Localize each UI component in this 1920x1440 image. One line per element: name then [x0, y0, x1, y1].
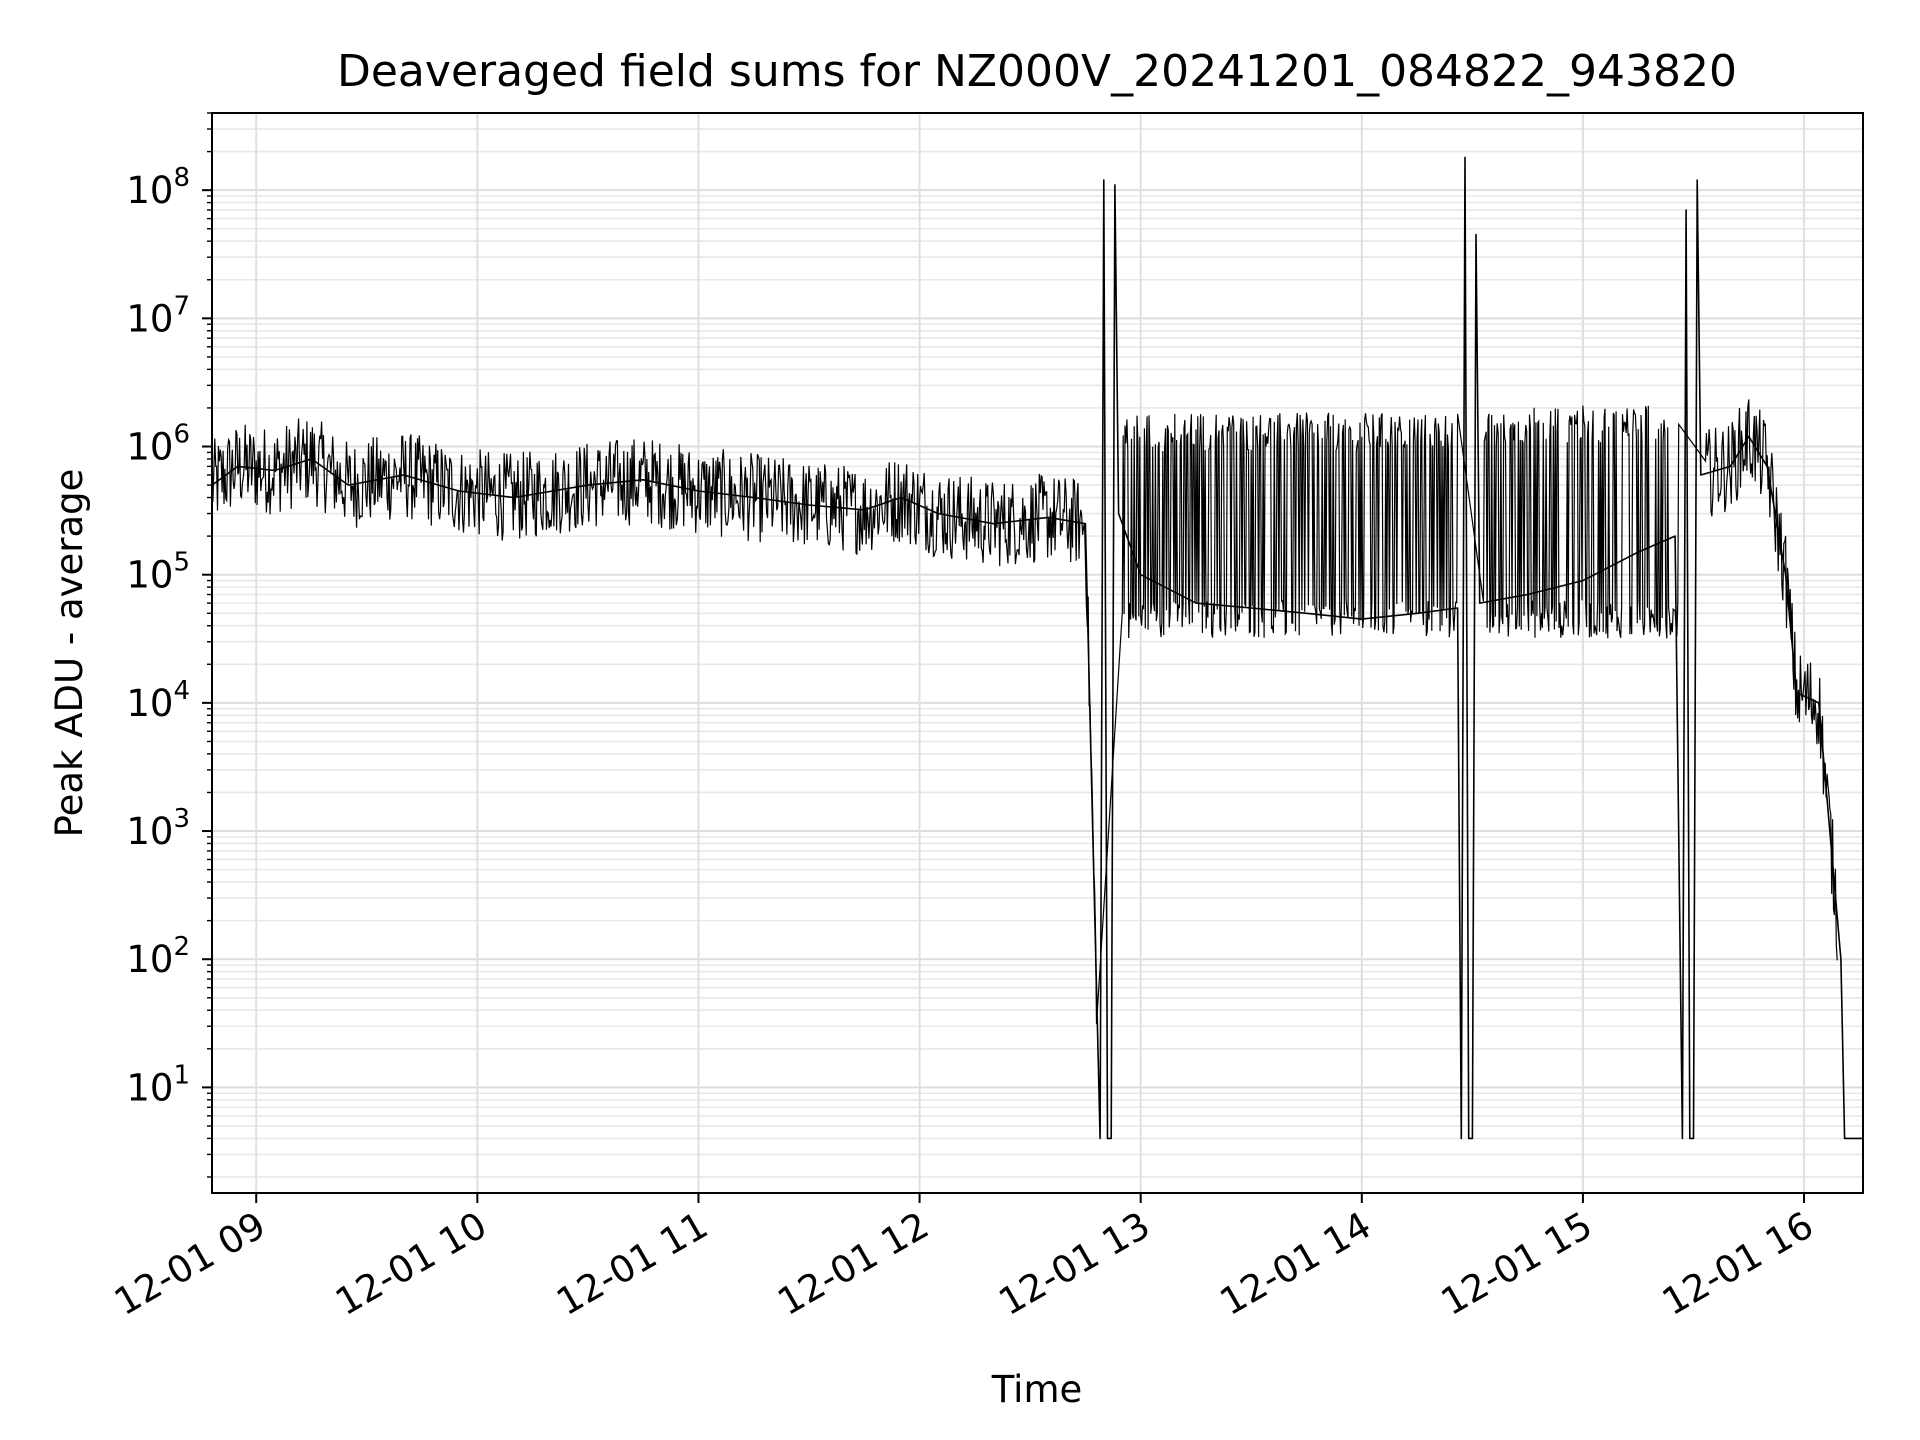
series-noise	[212, 399, 1838, 1025]
series-layer	[212, 156, 1863, 1140]
y-tick-label: 101	[126, 1060, 190, 1109]
x-axis-label: Time	[991, 1368, 1083, 1411]
y-tick-label: 107	[126, 291, 190, 340]
y-axis-label: Peak ADU - average	[48, 469, 91, 838]
y-axis: 101 102 103 104 105 106 107 108	[126, 112, 212, 1178]
y-tick-label: 106	[126, 420, 190, 469]
y-tick-label: 105	[126, 548, 190, 597]
plot-frame	[211, 112, 1864, 1194]
y-tick-label: 102	[126, 932, 190, 981]
y-tick-label: 103	[126, 804, 190, 853]
y-tick-label: 108	[126, 163, 190, 212]
y-tick-label: 104	[126, 676, 190, 725]
chart-title: Deaveraged field sums for NZ000V_2024120…	[337, 46, 1737, 97]
